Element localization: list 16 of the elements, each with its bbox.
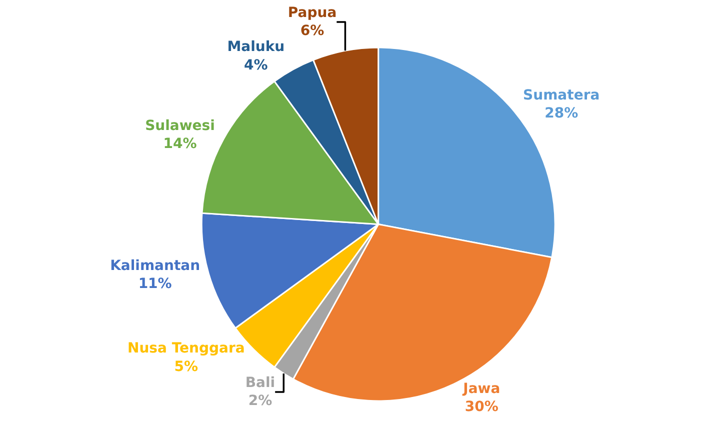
slice-label: Kalimantan bbox=[110, 258, 200, 274]
data-label: 6% bbox=[300, 23, 324, 40]
data-label: 2% bbox=[248, 393, 272, 410]
data-label: 14% bbox=[163, 136, 197, 152]
slice-label: Jawa bbox=[462, 381, 500, 398]
slice-label: Maluku bbox=[227, 39, 285, 56]
data-label: 11% bbox=[138, 276, 172, 292]
data-label: 5% bbox=[174, 358, 198, 375]
slice-label: Nusa Tenggara bbox=[127, 340, 245, 357]
data-label: 30% bbox=[464, 399, 498, 416]
data-label: 28% bbox=[544, 106, 578, 122]
slice-label: Sulawesi bbox=[145, 118, 215, 134]
slice-label: Papua bbox=[288, 4, 337, 21]
slice-label: Bali bbox=[245, 374, 276, 391]
data-label: 4% bbox=[244, 57, 268, 74]
slice-label: Sumatera bbox=[523, 88, 600, 104]
